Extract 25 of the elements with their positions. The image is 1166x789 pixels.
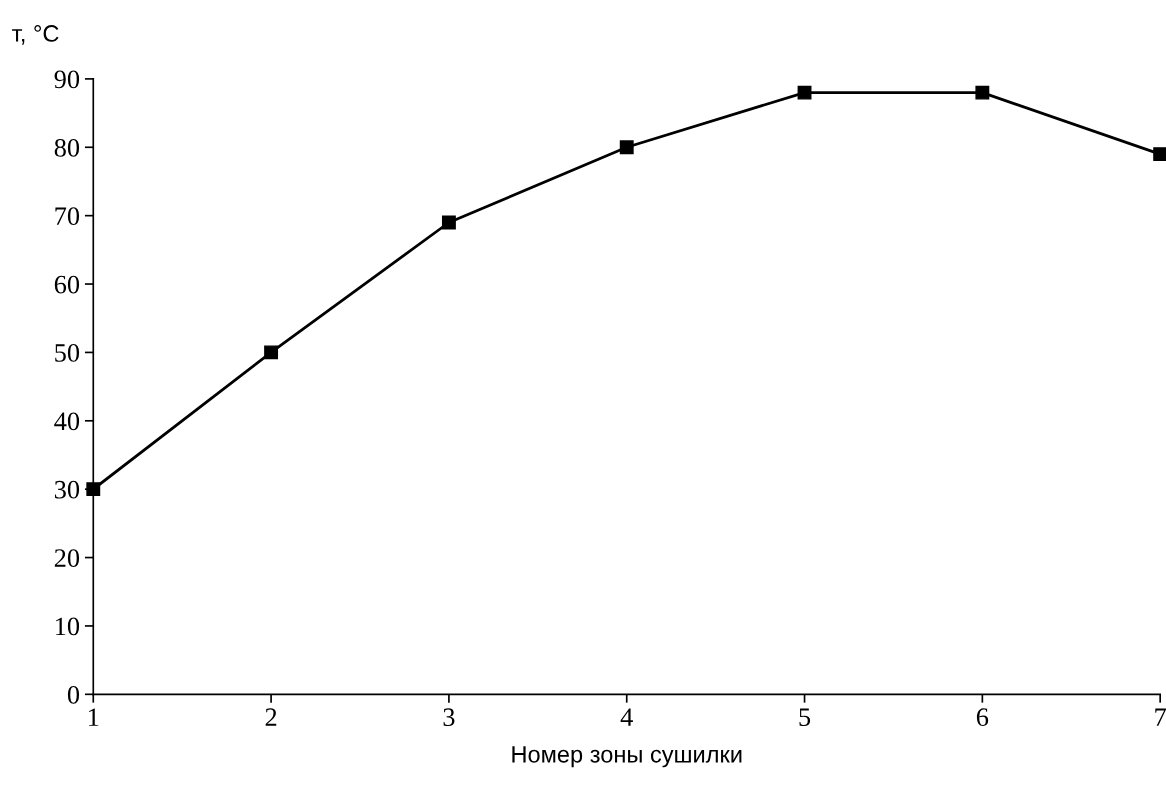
point [1153, 147, 1166, 162]
y-tick-label: 60 [54, 275, 80, 294]
point [441, 215, 456, 230]
x-tick-label: 3 [443, 708, 455, 727]
y-axis-title: т, °С [12, 25, 59, 45]
y-tick-label: 40 [54, 412, 80, 431]
y-tick-label: 80 [54, 138, 80, 157]
y-tick-label: 20 [54, 549, 80, 567]
y-tick-label: 70 [55, 207, 80, 226]
y-tick-label: 90 [54, 70, 80, 89]
y-tick-label: 30 [54, 480, 80, 499]
x-tick-label: 2 [265, 708, 277, 726]
y-tick-label: 10 [56, 617, 80, 636]
point [264, 345, 279, 360]
x-tick-label: 5 [799, 708, 811, 727]
point [797, 85, 812, 100]
point [975, 85, 990, 100]
x-axis-title: Номер зоны сушилки [512, 746, 742, 768]
y-tick-label: 0 [67, 685, 80, 704]
x-tick-label: 1 [89, 708, 99, 726]
y-tick-label: 50 [55, 344, 80, 362]
point [619, 140, 634, 155]
x-tick-label: 6 [976, 708, 989, 727]
x-tick-label: 4 [620, 708, 633, 726]
x-tick-label: 7 [1155, 708, 1166, 726]
